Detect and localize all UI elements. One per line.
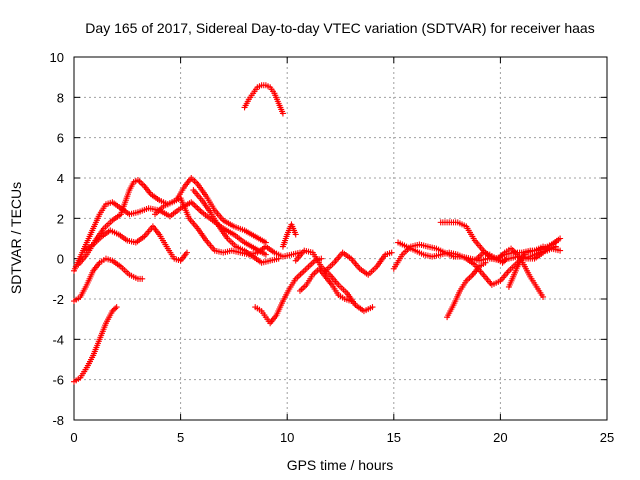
series-arc-5 [81,223,190,264]
x-tick-label: 25 [600,430,614,445]
x-tick-label: 0 [70,430,77,445]
data-point [557,247,564,254]
y-tick-label: 0 [57,252,64,267]
series-arc-13 [322,249,395,278]
series-arc-4 [75,175,269,268]
y-tick-label: -2 [52,292,64,307]
data-point [189,200,196,207]
y-tick-label: -4 [52,332,64,347]
data-point [192,203,199,210]
series-arc-8 [241,82,286,117]
grid [74,57,607,420]
data-point [348,298,355,305]
series-arc-11 [292,247,376,315]
data-point [112,305,119,312]
series-arc-1 [71,304,120,385]
data-point [482,259,489,266]
x-tick-label: 15 [387,430,401,445]
series-arc-19 [505,243,559,290]
data-point [183,249,190,256]
series-arc-9 [252,255,325,327]
data-point [557,235,564,242]
data-point [369,304,376,311]
series-arc-7 [190,187,282,266]
data-point [279,110,286,117]
data-point [552,243,559,250]
data-point [110,306,117,313]
x-axis-label: GPS time / hours [287,457,394,473]
plot-frame [73,56,608,421]
data-point [197,207,204,214]
data-point [194,204,201,211]
data-point [139,275,146,282]
series-arc-20 [473,249,510,266]
series-arc-15 [395,239,564,288]
chart-title: Day 165 of 2017, Sidereal Day-to-day VTE… [85,20,594,36]
y-tick-label: 2 [57,211,64,226]
data-point [113,304,120,311]
y-tick-label: 8 [57,90,64,105]
series-arc-2 [71,255,146,305]
x-tick-label: 20 [493,430,507,445]
series-arc-12 [296,265,355,305]
series-arc-10 [279,221,299,250]
data-point [503,255,510,262]
data-point [388,249,395,256]
data-point [195,206,202,213]
data-point [499,259,506,266]
y-tick-label: 10 [50,50,64,65]
data-point [502,257,509,264]
series-arc-17 [444,259,489,321]
data-point [540,293,547,300]
series-arc-6 [152,195,303,260]
data-point [109,308,116,315]
x-tick-label: 10 [280,430,294,445]
data-point [275,255,282,262]
x-tick-label: 5 [177,430,184,445]
y-tick-label: 6 [57,131,64,146]
axis-ticks: 0 5 10 15 20 25 -8 -6 -4 -2 0 2 4 6 8 10 [50,50,615,445]
y-tick-label: -8 [52,413,64,428]
data-point [292,231,299,238]
y-axis-label: SDTVAR / TECUs [8,182,24,294]
y-tick-label: 4 [57,171,64,186]
y-tick-label: -6 [52,373,64,388]
data-marks [71,82,564,385]
data-point [500,258,507,265]
data-point [262,251,269,258]
